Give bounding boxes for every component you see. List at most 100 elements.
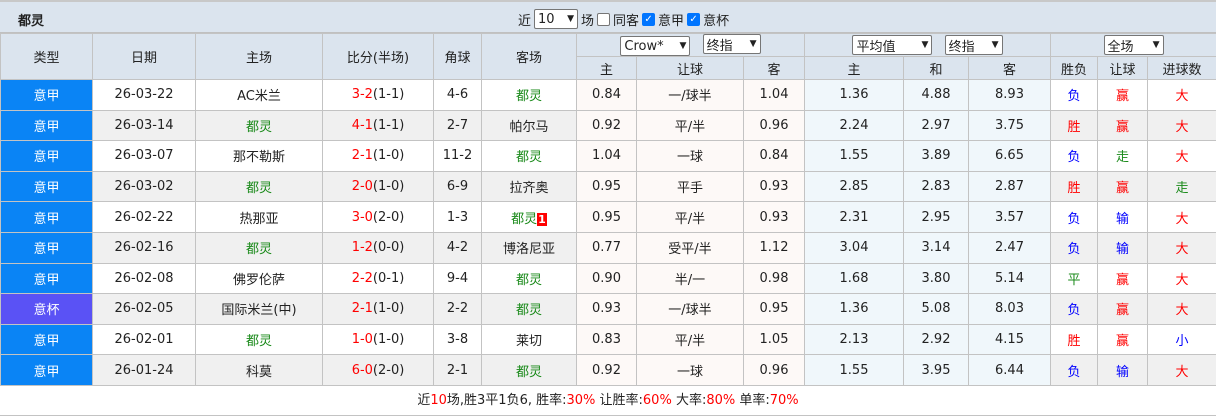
away-team-cell[interactable]: 帕尔马 bbox=[481, 109, 577, 142]
match-result: 负 bbox=[1050, 231, 1099, 264]
table-row[interactable]: 意杯 26-02-05 国际米兰(中) 2-1(1-0) 2-2 都灵 0.93 一/球半 0.… bbox=[0, 293, 1216, 325]
hc-line: 半/一 bbox=[636, 262, 744, 295]
home-team[interactable]: 科莫 bbox=[195, 354, 323, 386]
home-team[interactable]: 佛罗伦萨 bbox=[195, 262, 323, 295]
home-team[interactable]: 热那亚 bbox=[195, 201, 323, 233]
home-team[interactable]: 都灵 bbox=[195, 170, 323, 203]
eu-home-odds: 1.36 bbox=[804, 293, 904, 325]
hc-home-odds: 0.77 bbox=[576, 231, 637, 264]
league-type[interactable]: 意甲 bbox=[0, 323, 93, 356]
corner: 11-2 bbox=[433, 140, 482, 172]
company-select[interactable]: Crow* ▼ bbox=[620, 36, 691, 56]
home-team[interactable]: 国际米兰(中) bbox=[195, 293, 323, 325]
home-team[interactable]: 那不勒斯 bbox=[195, 140, 323, 172]
table-row[interactable]: 意甲 26-03-22 AC米兰 3-2(1-1) 4-6 都灵 0.84 一/球半 1.04 1… bbox=[0, 79, 1216, 111]
away-team-cell[interactable]: 都灵 bbox=[481, 140, 577, 172]
league-type[interactable]: 意甲 bbox=[0, 140, 93, 172]
summary: 近10场,胜3平1负6, 胜率:30% 让胜率:60% 大率:80% 单率:70… bbox=[0, 386, 1216, 416]
home-team[interactable]: 都灵 bbox=[195, 231, 323, 264]
score[interactable]: 2-2(0-1) bbox=[322, 262, 434, 295]
score[interactable]: 4-1(1-1) bbox=[322, 109, 434, 142]
score[interactable]: 2-1(1-0) bbox=[322, 293, 434, 325]
away-team-cell[interactable]: 都灵 bbox=[481, 79, 577, 111]
scope-select[interactable]: 全场 ▼ bbox=[1103, 35, 1164, 55]
corner: 4-2 bbox=[433, 231, 482, 264]
home-team[interactable]: 都灵 bbox=[195, 109, 323, 142]
match-date: 26-02-01 bbox=[92, 323, 196, 356]
col-hc-line: 让球 bbox=[636, 56, 744, 80]
summary-text: 大率: bbox=[671, 392, 707, 408]
away-team-cell[interactable]: 都灵1 bbox=[481, 201, 577, 233]
score[interactable]: 2-1(1-0) bbox=[322, 140, 434, 172]
team-title: 都灵 bbox=[18, 14, 45, 29]
half-time-score: (1-0) bbox=[372, 332, 405, 348]
recent-count-value: 10 bbox=[538, 11, 555, 27]
result-group: 全场 ▼ bbox=[1050, 33, 1216, 57]
table-row[interactable]: 意甲 26-01-24 科莫 6-0(2-0) 2-1 都灵 0.92 一球 0.96 1.55 3… bbox=[0, 354, 1216, 386]
away-team-cell[interactable]: 都灵 bbox=[481, 354, 577, 386]
league-type[interactable]: 意甲 bbox=[0, 170, 93, 203]
league-type[interactable]: 意杯 bbox=[0, 293, 93, 325]
league-type[interactable]: 意甲 bbox=[0, 109, 93, 142]
match-date: 26-03-22 bbox=[92, 79, 196, 111]
col-hc-home: 主 bbox=[576, 56, 637, 80]
handicap-result: 赢 bbox=[1097, 323, 1149, 356]
score[interactable]: 1-2(0-0) bbox=[322, 231, 434, 264]
eu-away-odds: 3.57 bbox=[967, 201, 1052, 233]
league2-checkbox[interactable]: ✓ bbox=[687, 12, 701, 26]
eu-draw-odds: 3.80 bbox=[903, 262, 969, 295]
league-type[interactable]: 意甲 bbox=[0, 262, 93, 295]
summary-text: 场,胜3平1负6, 胜率: bbox=[446, 392, 567, 408]
half-time-score: (1-1) bbox=[372, 87, 405, 103]
full-time-score: 2-0 bbox=[351, 179, 373, 195]
away-team-cell[interactable]: 莱切 bbox=[481, 323, 577, 356]
away-team: 帕尔马 bbox=[509, 119, 549, 135]
hc-away-odds: 1.12 bbox=[743, 231, 805, 264]
handicap-result: 赢 bbox=[1097, 293, 1149, 325]
average-select[interactable]: 平均值 ▼ bbox=[852, 35, 933, 55]
hc-home-odds: 1.04 bbox=[576, 140, 637, 172]
league-type[interactable]: 意甲 bbox=[0, 231, 93, 264]
table-row[interactable]: 意甲 26-03-14 都灵 4-1(1-1) 2-7 帕尔马 0.92 平/半 0.96 2.2… bbox=[0, 109, 1216, 142]
recent-count-select[interactable]: 10 ▼ bbox=[534, 9, 579, 29]
table-row[interactable]: 意甲 26-02-22 热那亚 3-0(2-0) 1-3 都灵1 0.95 平/半 0.93 2.… bbox=[0, 201, 1216, 233]
hc-line: 一/球半 bbox=[636, 79, 744, 111]
score[interactable]: 3-0(2-0) bbox=[322, 201, 434, 233]
league-type[interactable]: 意甲 bbox=[0, 201, 93, 233]
col-goals: 进球数 bbox=[1147, 56, 1216, 80]
table-row[interactable]: 意甲 26-02-01 都灵 1-0(1-0) 3-8 莱切 0.83 平/半 1.05 2.13… bbox=[0, 323, 1216, 356]
away-team-cell[interactable]: 拉齐奥 bbox=[481, 170, 577, 203]
match-result: 胜 bbox=[1050, 109, 1099, 142]
home-team[interactable]: AC米兰 bbox=[195, 79, 323, 111]
table-row[interactable]: 意甲 26-02-08 佛罗伦萨 2-2(0-1) 9-4 都灵 0.90 半/一 0.98 1.… bbox=[0, 262, 1216, 295]
full-time-score: 2-1 bbox=[351, 148, 373, 164]
table-row[interactable]: 意甲 26-03-07 那不勒斯 2-1(1-0) 11-2 都灵 1.04 一球 0.84 1.… bbox=[0, 140, 1216, 172]
away-team-cell[interactable]: 都灵 bbox=[481, 293, 577, 325]
same-away-checkbox[interactable] bbox=[597, 12, 611, 26]
score[interactable]: 1-0(1-0) bbox=[322, 323, 434, 356]
full-time-score: 3-2 bbox=[351, 87, 373, 103]
hc-away-odds: 0.95 bbox=[743, 293, 805, 325]
away-team-cell[interactable]: 都灵 bbox=[481, 262, 577, 295]
score[interactable]: 3-2(1-1) bbox=[322, 79, 434, 111]
eu-away-odds: 8.93 bbox=[967, 79, 1052, 111]
hc-line: 平/半 bbox=[636, 323, 744, 356]
hc-home-odds: 0.93 bbox=[576, 293, 637, 325]
home-team[interactable]: 都灵 bbox=[195, 323, 323, 356]
hc-away-odds: 0.96 bbox=[743, 354, 805, 386]
col-home: 主场 bbox=[195, 33, 323, 80]
away-team: 都灵 bbox=[511, 211, 538, 227]
score[interactable]: 2-0(1-0) bbox=[322, 170, 434, 203]
odds-kind-select[interactable]: 终指 ▼ bbox=[944, 35, 1003, 55]
table-row[interactable]: 意甲 26-02-16 都灵 1-2(0-0) 4-2 博洛尼亚 0.77 受平/半 1.12 3… bbox=[0, 231, 1216, 264]
full-time-score: 6-0 bbox=[351, 362, 373, 378]
score[interactable]: 6-0(2-0) bbox=[322, 354, 434, 386]
league1-checkbox[interactable]: ✓ bbox=[642, 12, 656, 26]
league-type[interactable]: 意甲 bbox=[0, 354, 93, 386]
goals-result: 大 bbox=[1147, 201, 1216, 233]
table-row[interactable]: 意甲 26-03-02 都灵 2-0(1-0) 6-9 拉齐奥 0.95 平手 0.93 2.85… bbox=[0, 170, 1216, 203]
handicap-kind-select[interactable]: 终指 ▼ bbox=[702, 34, 761, 54]
league-type[interactable]: 意甲 bbox=[0, 79, 93, 111]
away-team-cell[interactable]: 博洛尼亚 bbox=[481, 231, 577, 264]
handicap-result: 赢 bbox=[1097, 170, 1149, 203]
